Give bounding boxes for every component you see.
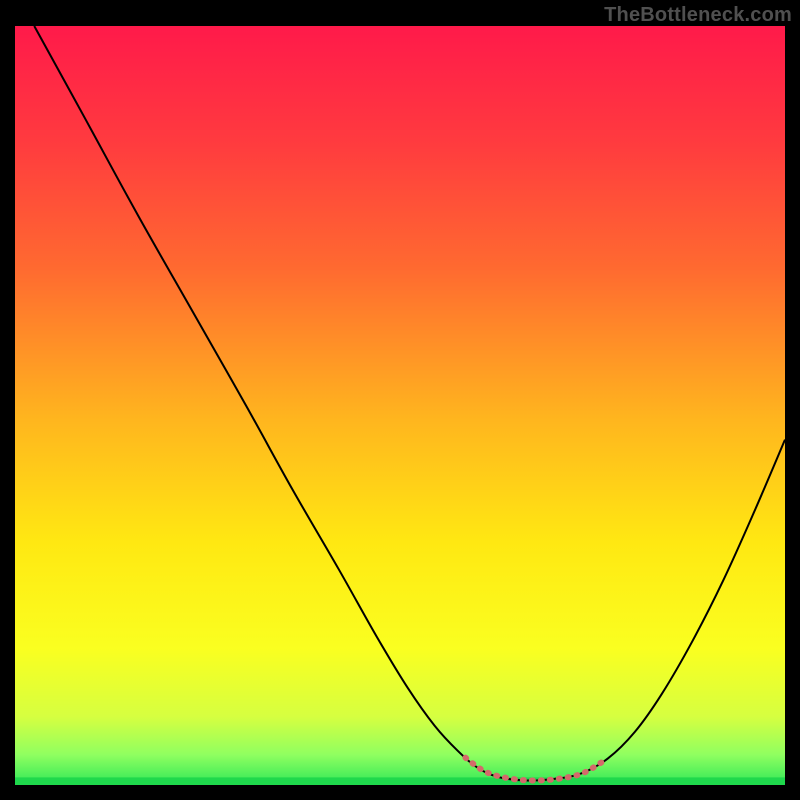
chart-frame: TheBottleneck.com <box>0 0 800 800</box>
plot-svg <box>0 0 800 800</box>
plot-background <box>15 26 785 785</box>
bottom-green-strip <box>15 777 785 785</box>
